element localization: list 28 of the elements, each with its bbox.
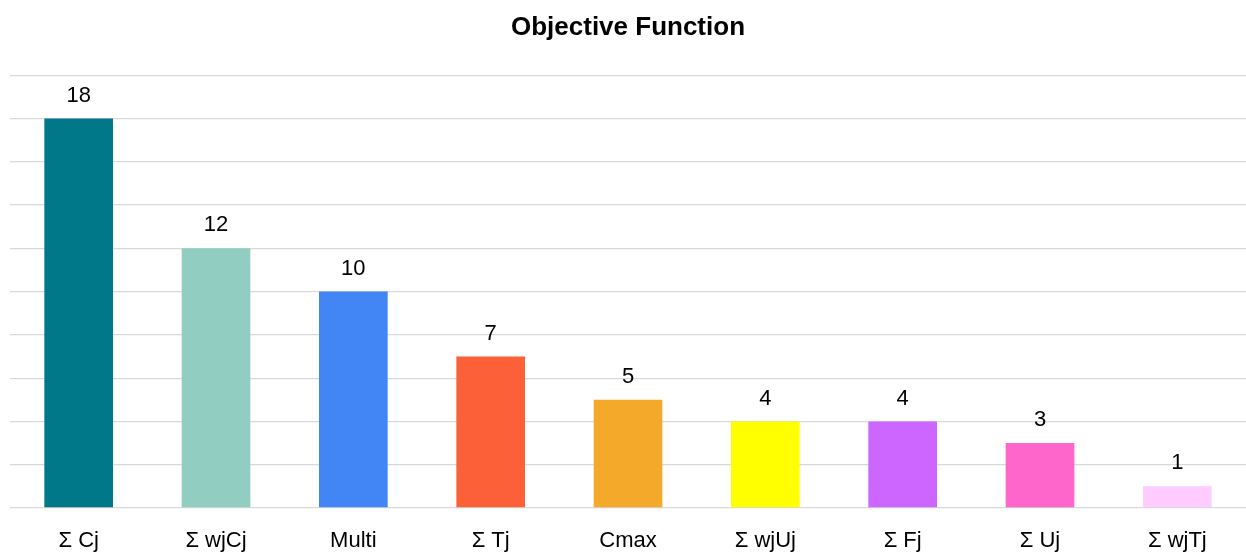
x-tick-label: Multi [330,527,377,553]
data-label: 3 [1033,406,1047,432]
x-tick-label: Σ Fj [883,527,922,553]
x-tick-label: Σ Tj [471,527,510,553]
x-tick-label: Cmax [599,527,657,553]
bar [593,399,663,508]
data-label: 12 [203,211,229,237]
x-tick-label: Σ Cj [58,527,99,553]
bar [181,248,251,508]
data-label: 18 [66,81,91,107]
bar [44,118,113,508]
data-label: 4 [896,384,909,410]
bar [319,291,388,508]
data-label: 7 [484,319,497,345]
x-tick-label: Σ wjTj [1147,527,1207,553]
data-label: 1 [1171,449,1184,475]
x-tick-label: Σ Uj [1019,527,1061,553]
bar [868,421,937,508]
data-label: 4 [759,384,772,410]
bar [731,421,800,508]
bar [456,356,525,508]
chart-title: Objective Function [510,10,746,41]
x-tick-label: Σ wjUj [734,527,796,553]
data-label: 5 [621,362,635,388]
bar [1143,486,1212,508]
x-tick-label: Σ wjCj [185,527,247,553]
data-label: 10 [341,254,366,280]
bar [1005,443,1075,508]
